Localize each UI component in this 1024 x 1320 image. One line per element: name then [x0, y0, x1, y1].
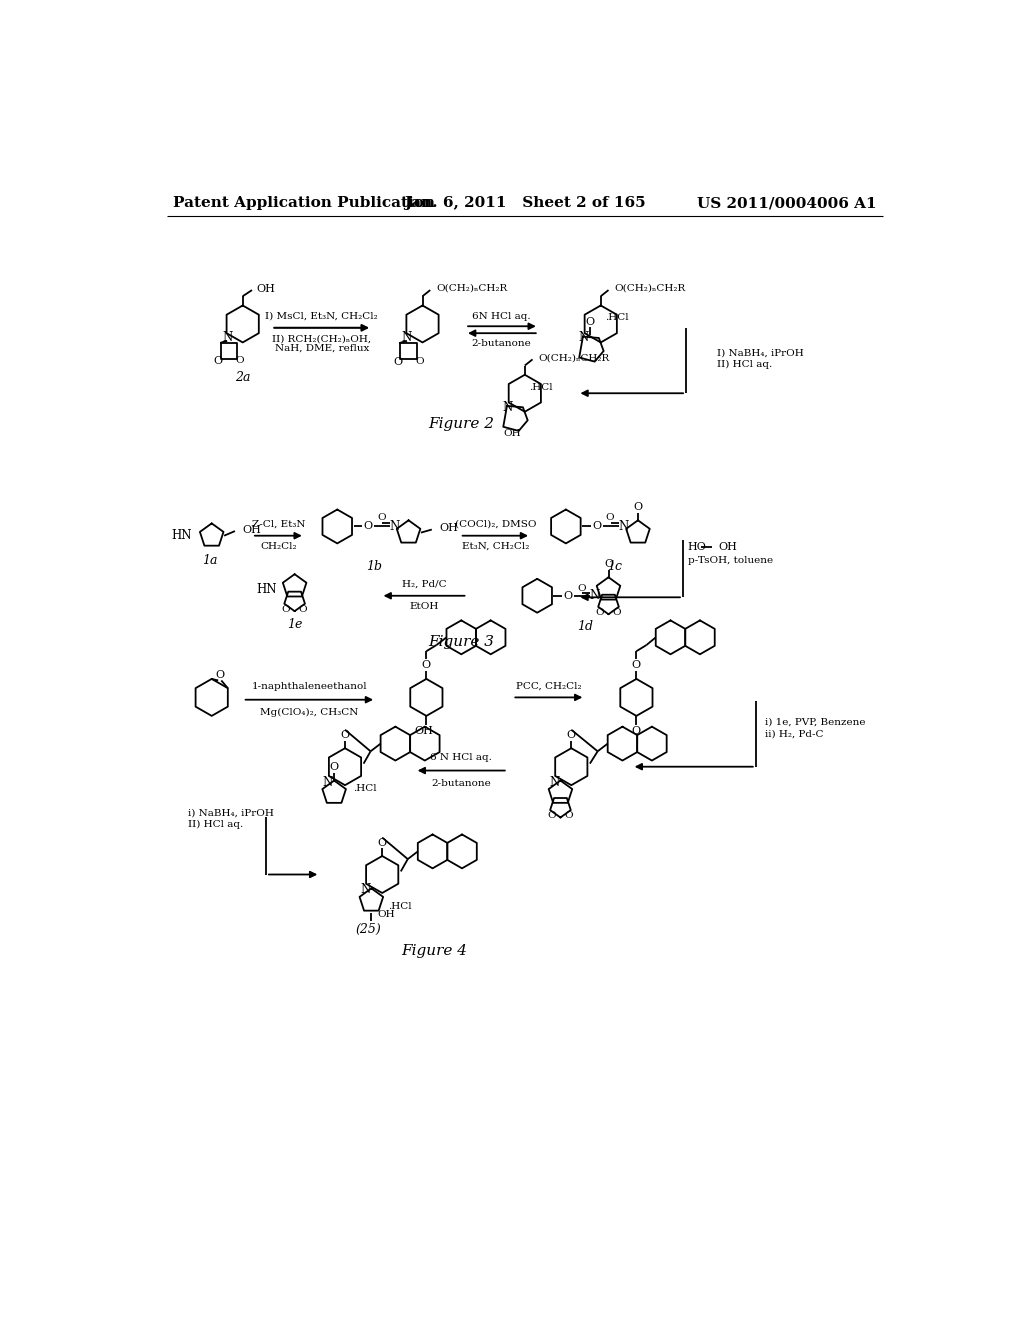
Text: O: O — [634, 502, 642, 512]
Text: O: O — [586, 317, 595, 326]
Text: OH: OH — [257, 284, 275, 293]
Text: O: O — [422, 660, 431, 671]
Text: EtOH: EtOH — [410, 602, 438, 611]
Text: O: O — [563, 591, 572, 601]
Text: N: N — [222, 331, 232, 345]
Text: II) HCl aq.: II) HCl aq. — [717, 359, 772, 368]
Text: N: N — [503, 400, 513, 413]
Text: O: O — [282, 605, 291, 614]
Text: .HCl: .HCl — [528, 383, 552, 392]
Text: O: O — [415, 358, 424, 366]
Text: Figure 2: Figure 2 — [428, 417, 495, 432]
Text: HO: HO — [687, 543, 707, 552]
Text: Figure 3: Figure 3 — [428, 635, 495, 649]
Text: N: N — [618, 520, 629, 533]
Text: i) 1e, PVP, Benzene: i) 1e, PVP, Benzene — [765, 718, 865, 726]
Text: O: O — [548, 812, 556, 821]
Text: O: O — [606, 513, 614, 523]
Text: OH: OH — [439, 523, 459, 533]
Text: 1-naphthaleneethanol: 1-naphthaleneethanol — [252, 682, 368, 692]
Text: N: N — [360, 883, 371, 896]
Text: i) NaBH₄, iPrOH: i) NaBH₄, iPrOH — [188, 808, 274, 817]
Text: O: O — [340, 730, 349, 741]
Text: O: O — [566, 730, 575, 741]
Text: O: O — [604, 560, 613, 569]
Text: O: O — [564, 812, 573, 821]
Text: .HCl: .HCl — [352, 784, 377, 793]
Text: O: O — [330, 763, 339, 772]
Text: 1b: 1b — [367, 560, 382, 573]
Text: US 2011/0004006 A1: US 2011/0004006 A1 — [697, 197, 877, 210]
Text: N: N — [389, 520, 399, 533]
Text: N: N — [323, 776, 333, 788]
Text: 2-butanone: 2-butanone — [431, 779, 492, 788]
Text: ii) H₂, Pd-C: ii) H₂, Pd-C — [765, 730, 823, 739]
Text: 2a: 2a — [234, 371, 251, 384]
Text: .HCl: .HCl — [388, 903, 412, 911]
Text: II) RCH₂(CH₂)ₙOH,: II) RCH₂(CH₂)ₙOH, — [272, 335, 372, 343]
Text: NaH, DME, reflux: NaH, DME, reflux — [274, 345, 369, 352]
Text: O: O — [378, 838, 387, 847]
Text: N: N — [549, 776, 559, 788]
Text: HN: HN — [171, 529, 191, 543]
Text: Figure 4: Figure 4 — [401, 945, 467, 958]
Text: O: O — [612, 609, 622, 618]
Text: O: O — [236, 356, 244, 366]
Text: N: N — [579, 331, 589, 345]
Text: H₂, Pd/C: H₂, Pd/C — [401, 579, 446, 589]
Text: Patent Application Publication: Patent Application Publication — [173, 197, 435, 210]
Text: 2-butanone: 2-butanone — [472, 339, 531, 347]
Text: p-TsOH, toluene: p-TsOH, toluene — [687, 556, 773, 565]
Text: Z-Cl, Et₃N: Z-Cl, Et₃N — [252, 520, 305, 528]
Text: O: O — [393, 356, 402, 367]
Text: OH: OH — [243, 524, 261, 535]
Text: O: O — [213, 356, 222, 366]
Text: O: O — [632, 726, 641, 735]
Text: 6N HCl aq.: 6N HCl aq. — [472, 312, 530, 321]
Text: .HCl: .HCl — [604, 313, 629, 322]
Text: CH₂Cl₂: CH₂Cl₂ — [260, 543, 297, 550]
Text: O(CH₂)ₙCH₂R: O(CH₂)ₙCH₂R — [614, 284, 686, 293]
Text: O: O — [592, 521, 601, 532]
Text: OH: OH — [378, 909, 395, 919]
Text: 6 N HCl aq.: 6 N HCl aq. — [430, 752, 493, 762]
Text: O: O — [632, 660, 641, 671]
Text: PCC, CH₂Cl₂: PCC, CH₂Cl₂ — [516, 682, 582, 692]
Text: (COCl)₂, DMSO: (COCl)₂, DMSO — [455, 520, 537, 528]
Text: OH: OH — [504, 429, 521, 438]
Text: (25): (25) — [355, 924, 381, 936]
Text: 1d: 1d — [578, 620, 593, 634]
Text: I) NaBH₄, iPrOH: I) NaBH₄, iPrOH — [717, 348, 804, 358]
Text: 1e: 1e — [287, 618, 302, 631]
Text: N: N — [590, 589, 600, 602]
Text: Et₃N, CH₂Cl₂: Et₃N, CH₂Cl₂ — [462, 543, 529, 550]
Text: O: O — [364, 521, 373, 532]
Text: OH: OH — [415, 726, 433, 737]
Text: N: N — [401, 331, 412, 345]
Text: O: O — [377, 513, 386, 523]
Text: 1a: 1a — [203, 554, 218, 566]
Text: O: O — [596, 609, 604, 618]
Text: I) MsCl, Et₃N, CH₂Cl₂: I) MsCl, Et₃N, CH₂Cl₂ — [265, 312, 378, 321]
Text: O(CH₂)ₙCH₂R: O(CH₂)ₙCH₂R — [539, 354, 610, 362]
Text: O: O — [215, 671, 224, 680]
Text: O(CH₂)ₙCH₂R: O(CH₂)ₙCH₂R — [436, 284, 508, 293]
Text: Mg(ClO₄)₂, CH₃CN: Mg(ClO₄)₂, CH₃CN — [260, 709, 358, 717]
Text: Jan. 6, 2011   Sheet 2 of 165: Jan. 6, 2011 Sheet 2 of 165 — [404, 197, 645, 210]
Text: OH: OH — [719, 543, 737, 552]
Text: HN: HN — [256, 583, 276, 597]
Text: II) HCl aq.: II) HCl aq. — [188, 820, 244, 829]
Text: O: O — [578, 583, 586, 593]
Text: O: O — [299, 605, 307, 614]
Text: 1c: 1c — [607, 560, 623, 573]
